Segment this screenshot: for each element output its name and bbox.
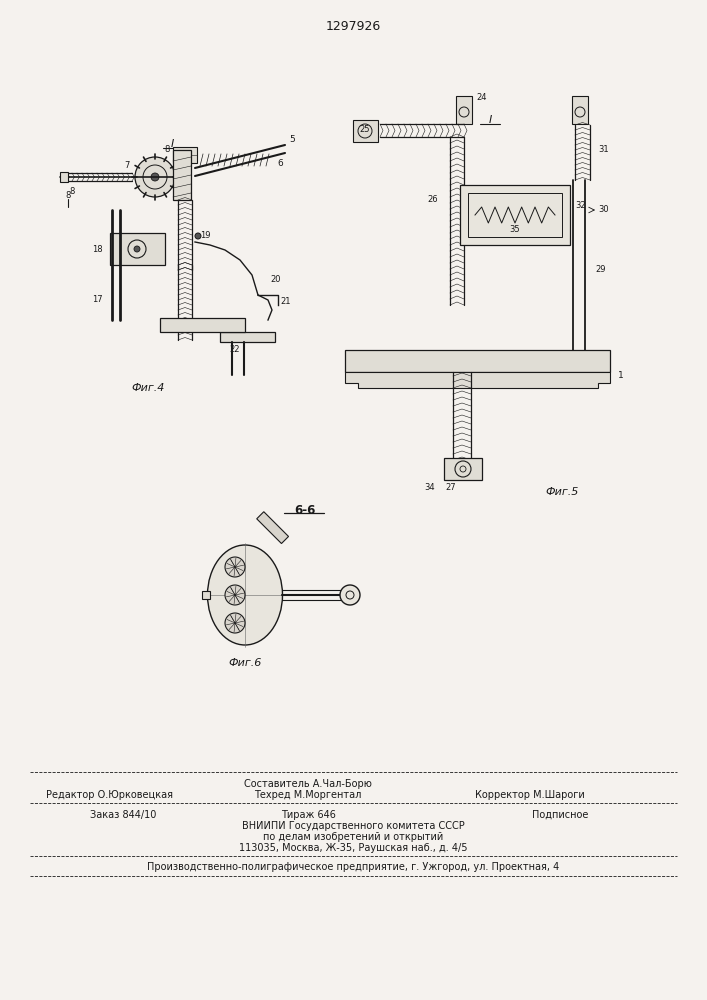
Circle shape — [134, 246, 140, 252]
Text: Фиг.5: Фиг.5 — [545, 487, 578, 497]
Text: Производственно-полиграфическое предприятие, г. Ужгород, ул. Проектная, 4: Производственно-полиграфическое предприя… — [147, 862, 559, 872]
Text: 6-6: 6-6 — [294, 504, 316, 516]
Bar — [173, 150, 191, 200]
Text: 27: 27 — [445, 483, 456, 491]
Bar — [468, 193, 562, 237]
Text: 31: 31 — [598, 145, 609, 154]
Text: 22: 22 — [230, 346, 240, 355]
Text: 32: 32 — [575, 200, 585, 210]
Text: 113035, Москва, Ж-35, Раушская наб., д. 4/5: 113035, Москва, Ж-35, Раушская наб., д. … — [239, 843, 467, 853]
Text: 19: 19 — [200, 232, 210, 240]
Text: 25: 25 — [359, 125, 370, 134]
Circle shape — [225, 585, 245, 605]
Text: 30: 30 — [598, 206, 609, 215]
Text: Составитель А.Чал-Борю: Составитель А.Чал-Борю — [244, 779, 372, 789]
Bar — [173, 147, 197, 163]
Text: 24: 24 — [476, 94, 486, 103]
Text: 35: 35 — [510, 226, 520, 234]
Circle shape — [460, 466, 466, 472]
Text: 8: 8 — [164, 145, 170, 154]
Bar — [257, 512, 288, 544]
Text: I: I — [170, 139, 174, 149]
Text: 8: 8 — [65, 192, 71, 200]
Text: по делам изобретений и открытий: по делам изобретений и открытий — [263, 832, 443, 842]
Text: Корректор М.Шароги: Корректор М.Шароги — [475, 790, 585, 800]
Text: 17: 17 — [93, 296, 103, 304]
Text: Фиг.6: Фиг.6 — [228, 658, 262, 668]
Text: I: I — [489, 115, 491, 125]
Bar — [160, 318, 245, 332]
Ellipse shape — [207, 545, 283, 645]
Text: 29: 29 — [595, 265, 605, 274]
Circle shape — [225, 613, 245, 633]
Text: ВНИИПИ Государственного комитета СССР: ВНИИПИ Государственного комитета СССР — [242, 821, 464, 831]
Circle shape — [225, 557, 245, 577]
Text: Подписное: Подписное — [532, 810, 588, 820]
Bar — [345, 350, 610, 372]
Bar — [456, 96, 472, 124]
Polygon shape — [345, 372, 610, 388]
Text: Техред М.Моргентал: Техред М.Моргентал — [255, 790, 362, 800]
Text: 18: 18 — [93, 245, 103, 254]
Bar — [202, 591, 210, 599]
Text: 21: 21 — [280, 298, 291, 306]
Bar — [110, 233, 165, 265]
Circle shape — [151, 173, 159, 181]
Text: 5: 5 — [289, 135, 295, 144]
Text: Фиг.4: Фиг.4 — [132, 383, 165, 393]
Text: 1297926: 1297926 — [325, 20, 380, 33]
Bar — [60, 172, 68, 182]
Bar — [220, 332, 275, 342]
Text: Тираж 646: Тираж 646 — [281, 810, 335, 820]
Bar — [353, 120, 378, 142]
Text: 7: 7 — [124, 160, 129, 169]
Text: 8: 8 — [69, 188, 75, 196]
Text: Редактор О.Юрковецкая: Редактор О.Юрковецкая — [47, 790, 173, 800]
Text: 34: 34 — [424, 483, 435, 491]
Text: 1: 1 — [618, 370, 624, 379]
Text: 6: 6 — [277, 159, 283, 168]
Bar — [572, 96, 588, 124]
Text: Заказ 844/10: Заказ 844/10 — [90, 810, 156, 820]
Bar — [444, 458, 482, 480]
Circle shape — [195, 233, 201, 239]
Text: 20: 20 — [270, 275, 281, 284]
Circle shape — [340, 585, 360, 605]
Text: 26: 26 — [427, 196, 438, 205]
Circle shape — [135, 157, 175, 197]
Bar — [460, 185, 570, 245]
